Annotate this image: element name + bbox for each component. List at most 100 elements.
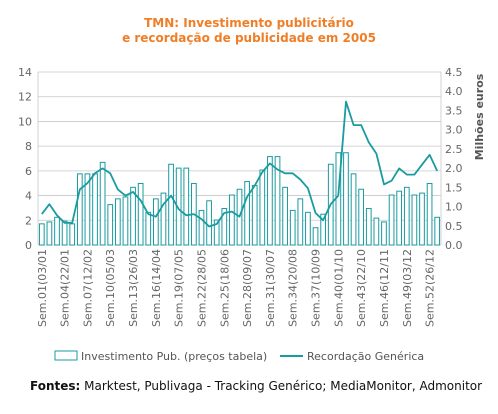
source-text: Marktest, Publivaga - Tracking Genérico;… <box>80 379 483 393</box>
x-tick-label: Sem.31(30/07 <box>264 249 277 327</box>
bar <box>251 184 258 246</box>
x-tick-label: Sem.28(09/07 <box>241 249 254 327</box>
bar <box>46 221 53 246</box>
bar <box>282 186 288 246</box>
x-tick-label: Sem.19(07/05 <box>173 249 186 327</box>
bar <box>419 192 425 246</box>
left-tick-label: 12 <box>18 91 32 104</box>
bar <box>388 194 395 246</box>
recordacao-line <box>41 100 439 228</box>
right-tick-label: 1.0 <box>445 201 463 214</box>
x-tick-label: Sem.04(22/01 <box>59 249 72 327</box>
x-tick-label: Sem.10(05/03 <box>104 249 117 327</box>
source-label: Fontes: <box>30 379 81 393</box>
bar <box>229 194 235 246</box>
bar <box>381 221 387 246</box>
bar <box>259 169 266 246</box>
bar <box>221 207 228 246</box>
right-axis-label: Milhões euros <box>473 73 486 160</box>
bar <box>289 209 296 246</box>
x-tick-label: Sem.22(28/05 <box>196 249 209 327</box>
right-tick-label: 3.5 <box>445 104 463 117</box>
bar <box>305 211 311 246</box>
right-tick-label: 2.5 <box>445 143 463 156</box>
x-tick-label: Sem.37(10/09 <box>310 249 323 327</box>
left-tick-label: 2 <box>25 214 32 227</box>
x-tick-label: Sem.52(26/12 <box>424 249 437 327</box>
bar <box>373 217 380 246</box>
x-axis-ticks: Sem.01(03/01 Sem.04(22/01 Sem.07(12/02 Sem.… <box>36 249 437 327</box>
right-tick-label: 0.5 <box>445 220 463 233</box>
bar <box>114 198 121 246</box>
right-axis-ticks: 0.0 0.5 1.0 1.5 2.0 2.5 3.0 3.5 4.0 4.5 <box>445 66 463 252</box>
left-tick-label: 14 <box>18 66 32 79</box>
x-tick-label: Sem.16(14/04 <box>150 249 163 327</box>
right-tick-label: 4.0 <box>445 85 463 98</box>
left-tick-label: 6 <box>25 165 32 178</box>
legend-bar-label: Investimento Pub. (preços tabela) <box>81 350 267 363</box>
bar <box>92 173 98 246</box>
bar <box>130 186 136 246</box>
x-tick-label: Sem.07(12/02 <box>81 249 94 327</box>
bar <box>403 186 410 246</box>
bar <box>168 163 174 246</box>
bar <box>54 216 60 246</box>
bar <box>206 200 212 246</box>
x-tick-label: Sem.43(22/10 <box>355 249 368 327</box>
bar <box>244 181 250 246</box>
left-tick-label: 10 <box>18 115 32 128</box>
bar <box>358 188 365 246</box>
bar <box>411 194 418 246</box>
legend-bar-swatch <box>54 350 78 361</box>
bar <box>297 198 304 246</box>
bar <box>426 182 433 246</box>
bar <box>267 156 273 246</box>
left-tick-label: 4 <box>25 190 32 203</box>
bar <box>84 173 91 246</box>
bar <box>137 182 144 246</box>
bar <box>61 220 68 246</box>
bar <box>274 156 281 246</box>
x-tick-label: Sem.49(03/12 <box>401 249 414 327</box>
bar <box>312 227 319 246</box>
chart-subtitle: e recordação de publicidade em 2005 <box>122 31 376 45</box>
right-tick-label: 1.5 <box>445 181 463 194</box>
bar <box>183 167 190 246</box>
legend: Investimento Pub. (preços tabela) Record… <box>54 350 424 363</box>
bar <box>99 161 106 246</box>
right-tick-label: 0.0 <box>445 239 463 252</box>
bar <box>153 198 159 246</box>
bar <box>343 152 349 246</box>
legend-line-label: Recordação Genérica <box>307 350 424 363</box>
line-series <box>41 100 439 228</box>
bar <box>198 209 205 246</box>
bar <box>69 223 76 246</box>
bar <box>396 190 403 246</box>
x-tick-label: Sem.46(12/11 <box>378 249 391 327</box>
bar <box>365 207 372 246</box>
x-tick-label: Sem.25(18/06 <box>218 249 231 327</box>
x-tick-label: Sem.13(26/03 <box>127 249 140 327</box>
bar <box>76 173 83 246</box>
chart-title: TMN: Investimento publicitário <box>144 16 354 30</box>
bar <box>122 196 129 246</box>
bar <box>107 204 114 246</box>
bar <box>320 213 326 246</box>
right-tick-label: 4.5 <box>445 66 463 79</box>
bar <box>434 216 441 246</box>
bar <box>145 211 152 246</box>
left-axis-ticks: 0 2 4 6 8 10 12 14 <box>18 66 32 252</box>
source-note: Fontes: Marktest, Publivaga - Tracking G… <box>30 379 482 393</box>
bar <box>350 173 357 246</box>
x-tick-label: Sem.01(03/01 <box>36 249 49 327</box>
x-tick-label: Sem.40(01/10 <box>332 249 345 327</box>
left-tick-label: 8 <box>25 140 32 153</box>
bar <box>213 219 220 246</box>
left-tick-label: 0 <box>25 239 32 252</box>
bar <box>160 192 167 246</box>
x-tick-label: Sem.34(20/08 <box>287 249 300 327</box>
right-tick-label: 2.0 <box>445 162 463 175</box>
right-tick-label: 3.0 <box>445 124 463 137</box>
